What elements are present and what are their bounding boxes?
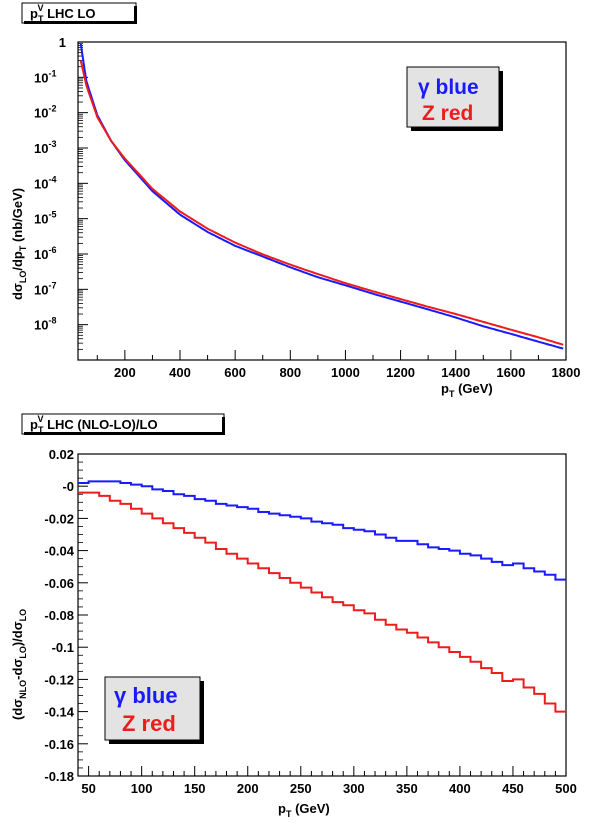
y-tick-label-bottom: -0.16 <box>44 737 74 752</box>
x-tick-label-bottom: 50 <box>81 781 95 796</box>
y-tick-label-top: 10-8 <box>34 316 56 333</box>
x-tick-label-bottom: 150 <box>184 781 206 796</box>
y-tick-label-bottom: -0.02 <box>44 511 74 526</box>
legend-z-red-top: Z red <box>422 102 473 125</box>
series-top <box>79 43 564 350</box>
x-tick-label-top: 800 <box>279 365 301 380</box>
x-tick-label-top: 1800 <box>552 365 581 380</box>
x-tick-label-top: 1600 <box>496 365 525 380</box>
series-step-blue-bottom <box>78 480 566 581</box>
x-axis-bottom: 50 100 150 200 250 300 350 400 450 500 <box>81 766 577 796</box>
y-tick-label-top: 1 <box>59 35 66 50</box>
y-tick-label-top: 10-1 <box>34 68 56 85</box>
y-tick-label-top: 10-4 <box>34 174 56 191</box>
x-tick-label-bottom: 400 <box>449 781 471 796</box>
chart-title-bottom: pTV LHC (NLO-LO)/LO <box>30 414 158 435</box>
y-axis-bottom: 0.02 -0 -0.02 -0.04 -0.06 -0.08 -0.1 -0.12 -0.14… <box>44 447 88 784</box>
x-axis-label-top: pT (GeV) <box>441 381 493 399</box>
y-axis-label-top: dσLO/dpT (nb/GeV) <box>10 188 28 300</box>
chart-bottom: pTV LHC (NLO-LO)/LO 0.02 -0 -0.02 -0.04 -0.0… <box>10 413 577 819</box>
y-tick-label-top: 10-6 <box>34 245 56 262</box>
y-tick-label-bottom: -0.12 <box>44 672 74 687</box>
chart-top: pTV LHC LO 1 10-1 10-2 10-3 10-4 10-5 10-6 10-7… <box>10 2 581 399</box>
x-tick-label-bottom: 100 <box>131 781 153 796</box>
y-tick-label-bottom: -0.08 <box>44 608 74 623</box>
x-tick-label-top: 400 <box>169 365 191 380</box>
y-tick-label-bottom: -0.14 <box>44 705 74 720</box>
x-tick-label-top: 600 <box>224 365 246 380</box>
legend-top: γ blue Z red <box>406 66 503 131</box>
x-tick-label-top: 1000 <box>331 365 360 380</box>
series-bottom <box>78 480 566 713</box>
y-tick-label-bottom: -0.06 <box>44 576 74 591</box>
x-axis-label-bottom: pT (GeV) <box>278 801 330 819</box>
x-tick-label-bottom: 450 <box>502 781 524 796</box>
x-tick-label-bottom: 350 <box>396 781 418 796</box>
y-tick-label-top: 10-7 <box>34 280 56 297</box>
legend-bottom: γ blue Z red <box>104 676 204 744</box>
series-step-red-bottom <box>78 491 566 713</box>
x-tick-label-bottom: 250 <box>290 781 312 796</box>
y-tick-label-bottom: -0.1 <box>52 640 74 655</box>
y-tick-label-top: 10-2 <box>34 104 56 121</box>
legend-gamma-blue-top: γ blue <box>418 76 479 99</box>
y-tick-label-bottom: 0.02 <box>49 447 74 462</box>
x-tick-label-top: 200 <box>114 365 136 380</box>
x-tick-label-bottom: 200 <box>237 781 259 796</box>
x-tick-label-bottom: 500 <box>555 781 577 796</box>
series-line-red-top <box>79 60 564 346</box>
x-tick-label-top: 1400 <box>441 365 470 380</box>
legend-gamma-blue-bottom: γ blue <box>114 683 178 708</box>
legend-z-red-bottom: Z red <box>122 711 176 736</box>
y-tick-label-bottom: -0.04 <box>44 544 74 559</box>
y-tick-label-bottom: -0.18 <box>44 769 74 784</box>
x-axis-top: 200 400 600 800 1000 1200 1400 1600 1800 <box>96 350 581 380</box>
x-tick-label-top: 1200 <box>386 365 415 380</box>
y-tick-label-bottom: -0 <box>62 479 74 494</box>
y-axis-top: 1 10-1 10-2 10-3 10-4 10-5 10-6 10-7 10-8 <box>34 35 88 350</box>
x-tick-label-bottom: 300 <box>343 781 365 796</box>
y-axis-label-bottom: (dσNLO-dσLO)/dσLO <box>10 609 28 720</box>
y-tick-label-top: 10-3 <box>34 139 56 156</box>
y-tick-label-top: 10-5 <box>34 210 56 227</box>
chart-title-top: pTV LHC LO <box>30 3 95 24</box>
